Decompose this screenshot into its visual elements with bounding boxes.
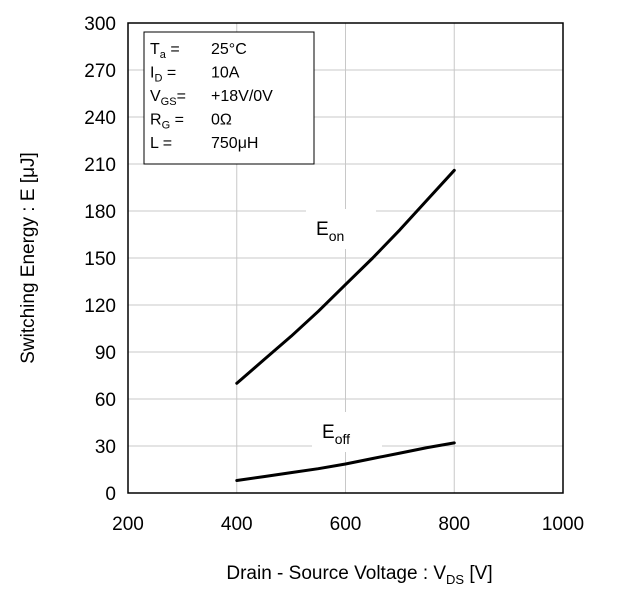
condition-value: 10A <box>211 65 240 82</box>
x-tick-label: 600 <box>330 514 362 535</box>
condition-label: RG = <box>150 112 184 132</box>
condition-value: +18V/0V <box>211 88 273 105</box>
y-tick-label: 90 <box>95 343 116 364</box>
x-axis-title-main: Drain - Source Voltage : V <box>226 563 446 584</box>
condition-symbol: V <box>150 88 161 105</box>
x-axis-title-sub: DS <box>446 572 464 587</box>
x-tick-label: 200 <box>112 514 144 535</box>
y-tick-label: 0 <box>105 484 116 505</box>
condition-equals: = <box>162 65 176 82</box>
series-label-background <box>306 209 376 249</box>
series-label-background <box>312 412 382 452</box>
series-line-Eon <box>235 168 456 385</box>
series-label-main: E <box>322 422 335 443</box>
condition-symbol: I <box>150 65 154 82</box>
x-axis-title-unit: [V] <box>464 563 493 584</box>
condition-symbol: T <box>150 41 160 58</box>
axis-tick-labels: 0 30 60 90 120 150 180 210 240 270 300 200 400 600 800… <box>84 14 584 535</box>
condition-value: 750μH <box>211 135 258 152</box>
y-tick-label: 240 <box>84 108 116 129</box>
series-label-Eoff: Eoff <box>322 422 350 447</box>
x-tick-label: 1000 <box>542 514 584 535</box>
condition-label: VGS= <box>150 88 186 108</box>
condition-subscript: G <box>162 120 171 132</box>
y-tick-label: 180 <box>84 202 116 223</box>
y-tick-label: 210 <box>84 155 116 176</box>
condition-value: 25°C <box>211 41 247 58</box>
data-series <box>235 168 456 482</box>
y-axis-title: Switching Energy : E [μJ] <box>18 152 39 364</box>
condition-equals: = <box>170 112 184 129</box>
condition-subscript: a <box>160 49 167 61</box>
condition-value: 0Ω <box>211 112 232 129</box>
x-axis-title: Drain - Source Voltage : VDS [V] <box>226 563 492 587</box>
series-label-Eon: Eon <box>316 219 344 244</box>
condition-label: L = <box>150 135 172 152</box>
condition-subscript: GS <box>161 96 177 108</box>
y-tick-label: 150 <box>84 249 116 270</box>
conditions-box-frame <box>143 31 315 165</box>
series-label-main: E <box>316 219 329 240</box>
condition-label: Ta = <box>150 41 180 61</box>
condition-label: ID = <box>150 65 176 85</box>
plot-area-border <box>127 22 564 494</box>
x-tick-label: 800 <box>438 514 470 535</box>
condition-symbol: R <box>150 112 162 129</box>
series-label-sub: on <box>329 228 345 244</box>
y-tick-label: 300 <box>84 14 116 35</box>
y-tick-label: 60 <box>95 390 116 411</box>
condition-subscript: D <box>154 73 162 85</box>
x-tick-label: 400 <box>221 514 253 535</box>
y-tick-label: 30 <box>95 437 116 458</box>
y-tick-label: 270 <box>84 61 116 82</box>
series-label-sub: off <box>335 431 350 447</box>
y-tick-label: 120 <box>84 296 116 317</box>
condition-equals: = <box>177 88 186 105</box>
condition-equals: = <box>166 41 180 58</box>
condition-symbol: L <box>150 135 159 152</box>
series-line-Eoff <box>235 441 456 482</box>
condition-equals: = <box>158 135 172 152</box>
